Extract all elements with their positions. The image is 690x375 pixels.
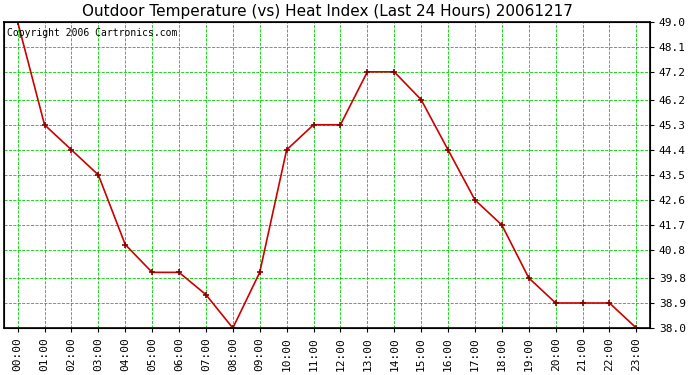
Text: Copyright 2006 Cartronics.com: Copyright 2006 Cartronics.com xyxy=(8,28,178,38)
Title: Outdoor Temperature (vs) Heat Index (Last 24 Hours) 20061217: Outdoor Temperature (vs) Heat Index (Las… xyxy=(81,4,573,19)
